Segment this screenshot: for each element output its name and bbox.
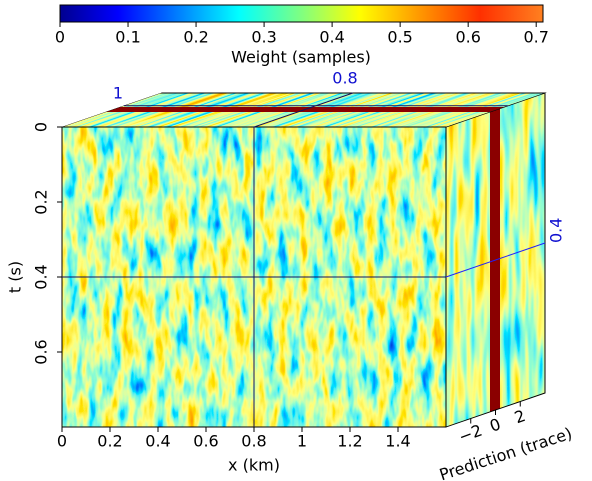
y-tick-label: 0 [32, 122, 51, 132]
colorbar-tick-label: 0.6 [455, 28, 480, 47]
x-slice-label: 0.8 [332, 69, 357, 88]
x-tick-label: 0.6 [193, 432, 218, 451]
x-tick-label: 1 [297, 432, 307, 451]
colorbar-tick-label: 0.2 [183, 28, 208, 47]
x-tick-label: 0.4 [145, 432, 170, 451]
y-slice-label: 0.4 [547, 218, 566, 243]
colorbar-tick-label: 0.3 [251, 28, 276, 47]
colorbar-tick-label: 0.7 [523, 28, 548, 47]
colorbar-tick-label: 0.4 [319, 28, 344, 47]
z-tick-label: 2 [512, 406, 528, 427]
x-slice-line-top [253, 92, 354, 128]
colorbar-tick-label: 0.1 [115, 28, 140, 47]
colorbar-tick-label: 0 [55, 28, 65, 47]
z-tick-label: 0 [487, 414, 503, 435]
y-axis-label: t (s) [6, 261, 25, 293]
colorbar-tick-label: 0.5 [387, 28, 412, 47]
x-axis-label: x (km) [228, 456, 280, 475]
z-slice-label: 1 [113, 84, 123, 103]
x-tick-label: 0 [57, 432, 67, 451]
x-tick-label: 1.4 [385, 432, 410, 451]
y-tick-label: 0.4 [32, 264, 51, 289]
colorbar [59, 4, 544, 23]
z-tick-label: −2 [456, 421, 485, 447]
x-tick-label: 0.8 [241, 432, 266, 451]
y-tick-label: 0.6 [32, 339, 51, 364]
y-slice-line-side [445, 242, 546, 278]
colorbar-label: Weight (samples) [231, 48, 371, 67]
x-tick-label: 1.2 [337, 432, 362, 451]
y-tick-label: 0.2 [32, 189, 51, 214]
x-tick-label: 0.2 [97, 432, 122, 451]
